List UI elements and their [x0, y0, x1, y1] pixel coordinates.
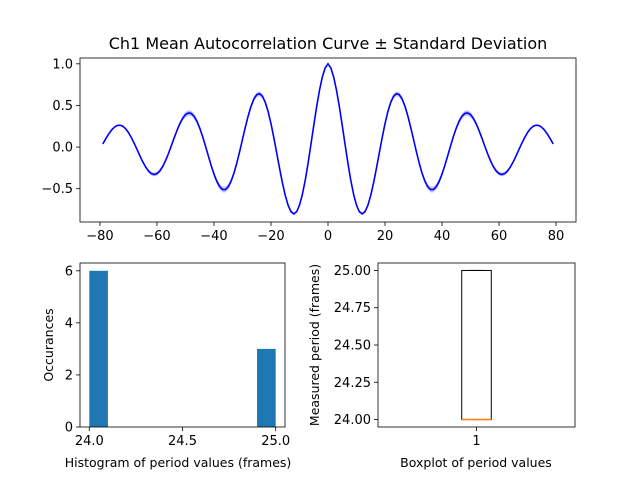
1-y-tick-label: 4 [65, 316, 73, 331]
0-y-tick-label: 0.5 [52, 99, 73, 114]
0-x-tick-label: 40 [434, 229, 451, 244]
2-y-tick-label: 24.75 [334, 301, 371, 316]
2-y-tick-label: 24.00 [334, 413, 371, 428]
1-x-tick-label: 24.5 [168, 434, 197, 449]
boxplot-y-label: Measured period (frames) [307, 264, 322, 426]
autocorrelation-y-axis: −0.5 0.0 0.5 1.0 [41, 57, 80, 197]
1-y-tick-label: 0 [65, 421, 73, 436]
histogram-x-label: Histogram of period values (frames) [65, 455, 292, 470]
1-y-tick-label: 6 [65, 264, 73, 279]
2-y-tick-label: 24.25 [334, 376, 371, 391]
mean-autocorrelation-line [102, 62, 554, 215]
0-x-tick-label: 20 [377, 229, 394, 244]
2-y-tick-label: 24.50 [334, 339, 371, 354]
2-y-tick-label: 25.00 [334, 264, 371, 279]
histogram-y-axis: 0 2 4 6 [65, 264, 80, 436]
histogram-bars [89, 270, 276, 427]
1-y-tick-label: 2 [65, 368, 73, 383]
boxplot [461, 269, 492, 421]
2-x-tick-label: 1 [472, 434, 480, 449]
0-x-tick-label: −40 [200, 229, 227, 244]
histogram-x-axis: 24.0 24.5 25.0 [75, 427, 290, 449]
boxplot-x-label: Boxplot of period values [400, 455, 552, 470]
autocorrelation-title: Ch1 Mean Autocorrelation Curve ± Standar… [109, 34, 548, 53]
0-y-tick-label: −0.5 [41, 182, 73, 197]
0-x-tick-label: −60 [143, 229, 170, 244]
histogram-bar [257, 348, 276, 427]
0-x-tick-label: −20 [257, 229, 284, 244]
autocorrelation-x-axis: −80 −60 −40 −20 0 20 40 60 80 [86, 222, 564, 244]
histogram-bar [89, 270, 108, 427]
0-x-tick-label: 60 [491, 229, 508, 244]
boxplot-y-axis: 24.00 24.25 24.50 24.75 25.00 [334, 264, 378, 428]
1-x-tick-label: 25.0 [261, 434, 290, 449]
period-boxplot-chart: 1 24.00 24.25 24.50 24.75 25.00 Boxplot of p… [307, 262, 576, 470]
0-y-tick-label: 1.0 [52, 57, 73, 72]
histogram-y-label: Occurances [41, 308, 56, 381]
period-histogram-chart: 24.0 24.5 25.0 0 2 4 6 Histogram of period va… [41, 262, 292, 470]
0-x-tick-label: 0 [324, 229, 332, 244]
autocorrelation-chart: Ch1 Mean Autocorrelation Curve ± Standar… [41, 34, 577, 244]
mean-curve [102, 62, 554, 215]
1-x-tick-label: 24.0 [75, 434, 104, 449]
0-y-tick-label: 0.0 [52, 141, 73, 156]
0-x-tick-label: 80 [548, 229, 565, 244]
boxplot-x-axis: 1 [472, 427, 481, 449]
0-x-tick-label: −80 [86, 229, 113, 244]
